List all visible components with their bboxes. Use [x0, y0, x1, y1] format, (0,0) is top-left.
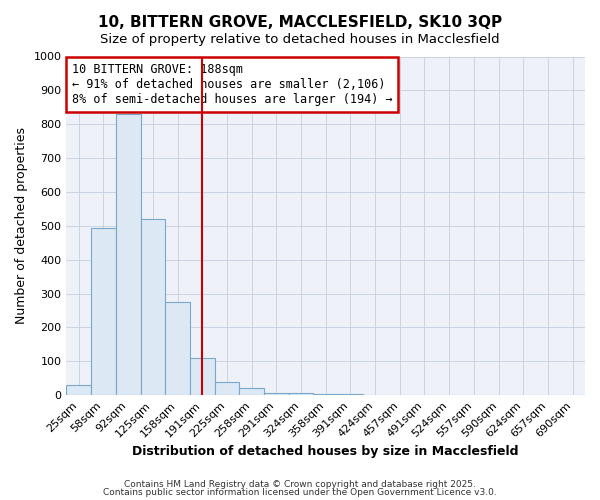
Bar	[239, 388, 264, 395]
Bar	[91, 228, 116, 395]
Bar	[165, 302, 190, 395]
Bar	[215, 382, 239, 395]
Text: Contains public sector information licensed under the Open Government Licence v3: Contains public sector information licen…	[103, 488, 497, 497]
Bar	[313, 394, 338, 395]
Bar	[116, 114, 140, 395]
Bar	[67, 385, 91, 395]
Text: 10 BITTERN GROVE: 188sqm
← 91% of detached houses are smaller (2,106)
8% of semi: 10 BITTERN GROVE: 188sqm ← 91% of detach…	[71, 64, 392, 106]
Text: 10, BITTERN GROVE, MACCLESFIELD, SK10 3QP: 10, BITTERN GROVE, MACCLESFIELD, SK10 3Q…	[98, 15, 502, 30]
Text: Size of property relative to detached houses in Macclesfield: Size of property relative to detached ho…	[100, 32, 500, 46]
Bar	[264, 394, 289, 395]
Y-axis label: Number of detached properties: Number of detached properties	[15, 128, 28, 324]
Bar	[289, 394, 313, 395]
Bar	[190, 358, 215, 395]
Bar	[140, 219, 165, 395]
Text: Contains HM Land Registry data © Crown copyright and database right 2025.: Contains HM Land Registry data © Crown c…	[124, 480, 476, 489]
Bar	[338, 394, 363, 395]
X-axis label: Distribution of detached houses by size in Macclesfield: Distribution of detached houses by size …	[133, 444, 519, 458]
